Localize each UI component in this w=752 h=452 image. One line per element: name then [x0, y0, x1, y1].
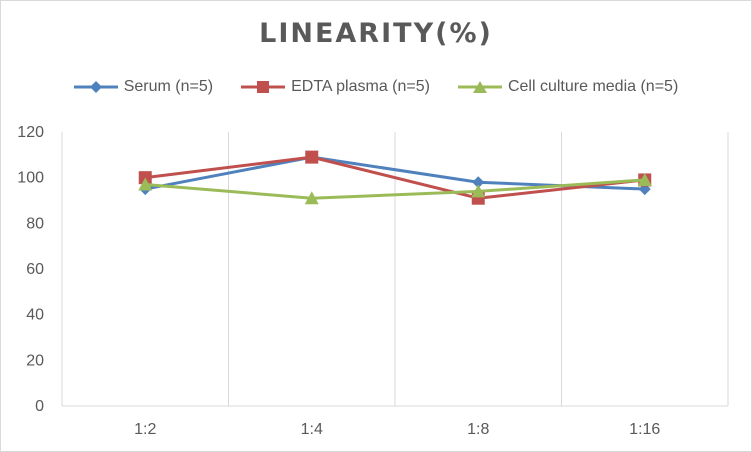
x-tick-label: 1:2 — [134, 421, 156, 438]
legend-swatch-edta-plasma — [241, 81, 286, 93]
data-point-triangle — [138, 177, 153, 191]
legend-swatch-serum — [73, 81, 118, 93]
legend-label-edta-plasma: EDTA plasma (n=5) — [291, 78, 430, 95]
legend-label-serum: Serum (n=5) — [123, 78, 214, 95]
legend-item-cell-culture-media: Cell culture media (n=5) — [457, 78, 679, 96]
legend-label-cell-culture-media: Cell culture media (n=5) — [507, 78, 679, 95]
data-point-triangle — [471, 184, 486, 198]
series-line-1 — [145, 155, 645, 200]
legend-item-serum: Serum (n=5) — [73, 78, 214, 96]
y-tick-label: 120 — [17, 124, 44, 141]
chart-title: LINEARITY(%) — [259, 18, 493, 49]
data-point-triangle — [304, 191, 319, 205]
legend: Serum (n=5) EDTA plasma (n=5) Cell cultu… — [0, 78, 752, 96]
y-tick-label: 80 — [26, 215, 44, 232]
y-tick-label: 20 — [26, 352, 44, 369]
data-point-square — [305, 150, 319, 164]
x-tick-label: 1:8 — [467, 421, 489, 438]
series-line-2 — [145, 178, 645, 200]
y-tick-label: 0 — [35, 398, 44, 415]
y-tick-label: 40 — [26, 307, 44, 324]
data-point-diamond — [472, 176, 485, 189]
x-tick-label: 1:4 — [301, 421, 323, 438]
legend-item-edta-plasma: EDTA plasma (n=5) — [241, 78, 430, 96]
y-tick-label: 100 — [17, 170, 44, 187]
y-tick-label: 60 — [26, 261, 44, 278]
legend-swatch-cell-culture-media — [457, 81, 502, 93]
x-tick-label: 1:16 — [629, 421, 660, 438]
data-point-triangle — [637, 172, 652, 186]
